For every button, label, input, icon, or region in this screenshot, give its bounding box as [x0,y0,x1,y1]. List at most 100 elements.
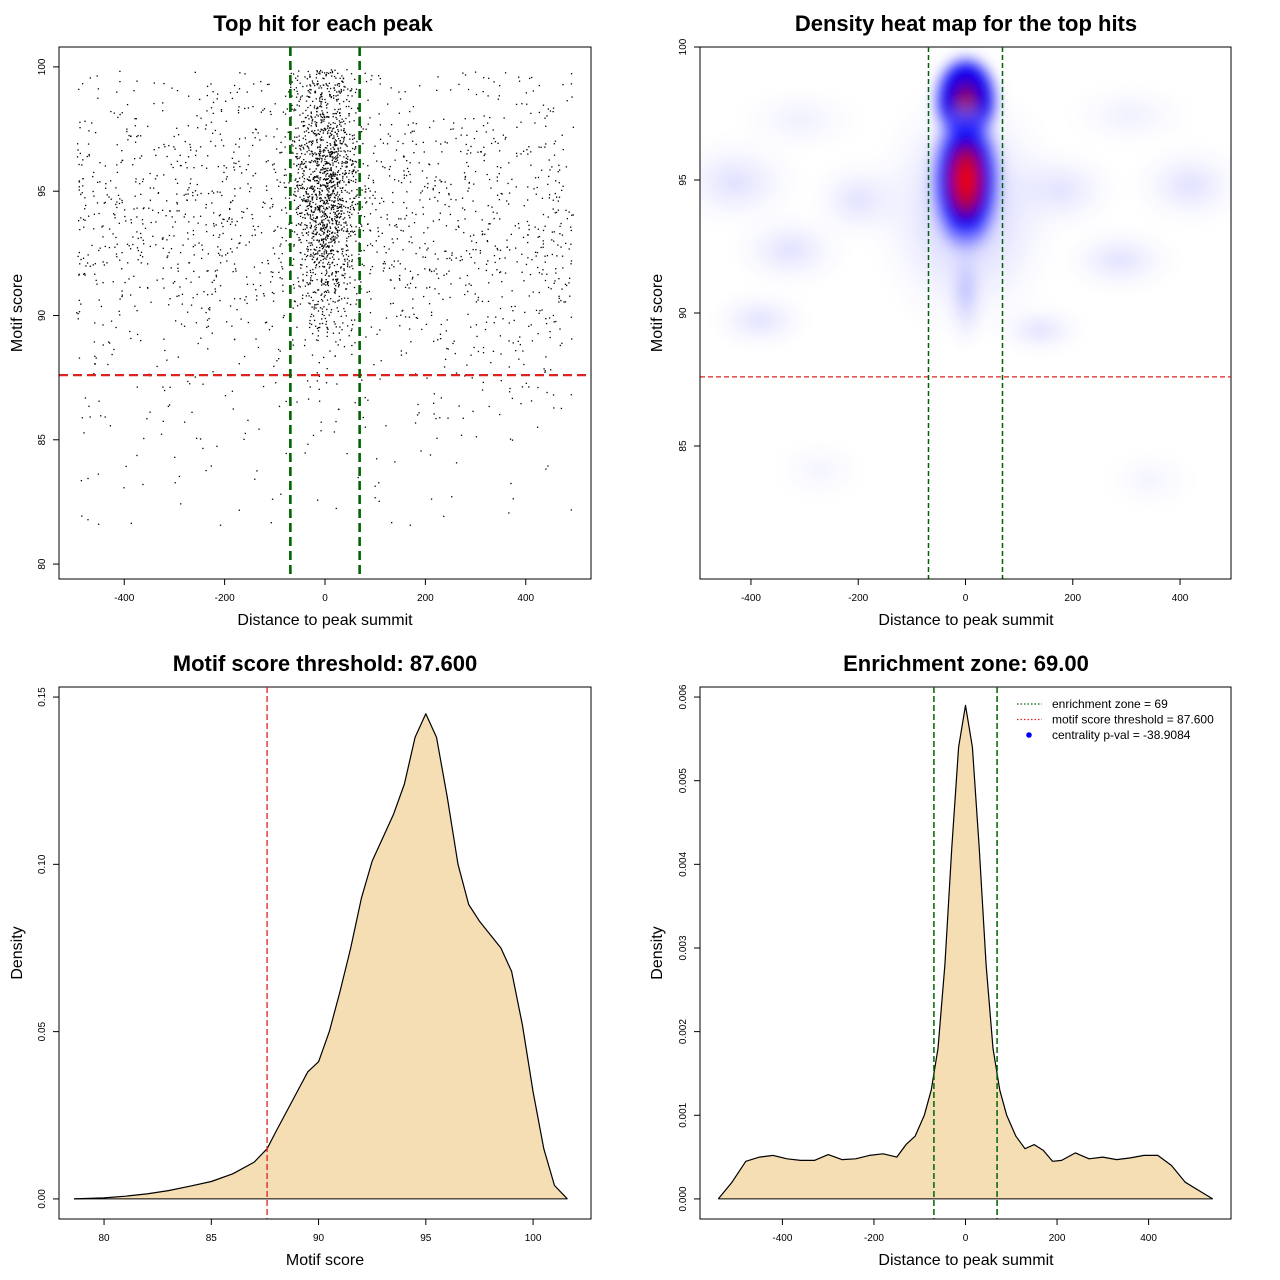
scatter-point [241,217,243,219]
scatter-point [149,187,151,189]
scatter-point [545,322,548,325]
scatter-point [336,191,339,193]
scatter-point [334,108,336,111]
scatter-point [87,143,90,145]
scatter-point [187,238,189,240]
scatter-point [301,95,303,97]
scatter-point [338,212,340,214]
scatter-point [337,170,340,172]
scatter-point [558,169,561,171]
scatter-point [542,213,545,216]
scatter-point [550,369,552,371]
scatter-point [338,408,340,410]
scatter-point [231,218,233,220]
scatter-point [326,185,328,187]
scatter-point [342,78,345,80]
scatter-point [346,224,348,226]
scatter-point [444,141,446,143]
scatter-point [188,262,191,264]
scatter-point [264,202,266,205]
scatter-point [568,277,571,279]
scatter-point [395,149,398,151]
scatter-point [83,226,85,228]
scatter-point [321,313,324,315]
scatter-point [355,240,357,242]
scatter-point [348,115,350,117]
scatter-point [340,199,342,201]
scatter-point [296,153,298,155]
scatter-point [385,252,387,254]
scatter-point [336,118,338,120]
scatter-point [347,207,349,209]
scatter-point [309,269,311,272]
scatter-point [179,164,182,167]
scatter-point [307,70,309,73]
scatter-point [548,159,550,161]
scatter-point [339,216,341,218]
scatter-point [527,186,529,188]
scatter-point [332,206,334,208]
scatter-point [468,187,470,189]
scatter-point [482,381,484,384]
scatter-point [308,204,311,206]
scatter-point [311,354,314,356]
scatter-point [323,213,325,215]
scatter-point [298,139,300,141]
scatter-point [114,217,116,219]
scatter-point [310,323,313,326]
scatter-point [337,178,339,180]
scatter-point [320,245,323,247]
scatter-point [323,229,326,231]
scatter-point [375,240,377,242]
scatter-point [322,239,324,241]
scatter-point [334,212,337,214]
scatter-point [307,114,309,117]
scatter-point [330,237,332,240]
scatter-point [549,110,552,112]
scatter-point [331,151,333,153]
scatter-point [342,177,344,179]
scatter-point [424,185,426,188]
scatter-point [327,197,330,199]
scatter-point [119,259,121,261]
scatter-point [322,233,325,235]
scatter-point [307,128,310,130]
scatter-point [415,286,417,289]
scatter-point [490,361,492,364]
scatter-point [304,253,306,256]
scatter-point [422,206,424,209]
scatter-point [282,111,285,113]
scatter-point [330,96,332,99]
scatter-point [328,175,330,177]
scatter-point [323,296,326,298]
scatter-point [317,310,320,312]
scatter-point [327,253,329,255]
scatter-point [344,277,346,279]
scatter-point [327,202,329,205]
scatter-point [320,169,322,171]
scatter-point [408,316,411,318]
scatter-point [92,264,94,266]
scatter-point [491,274,494,276]
scatter-point [331,256,334,258]
scatter-point [116,201,118,203]
scatter-point [333,208,335,210]
scatter-point [328,303,330,305]
scatter-point [331,70,334,73]
scatter-point [321,220,323,222]
scatter-point [206,270,208,272]
scatter-point [346,240,348,242]
scatter-point [327,170,329,172]
scatter-point [315,157,317,160]
scatter-point [329,196,331,199]
scatter-point [522,150,525,152]
scatter-point [307,214,309,216]
scatter-point [120,161,122,164]
scatter-point [315,133,317,135]
scatter-point [142,223,144,225]
scatter-point [176,295,178,298]
scatter-point [324,209,326,211]
scatter-point [345,230,347,233]
scatter-point [364,191,366,193]
scatter-point [324,213,326,215]
